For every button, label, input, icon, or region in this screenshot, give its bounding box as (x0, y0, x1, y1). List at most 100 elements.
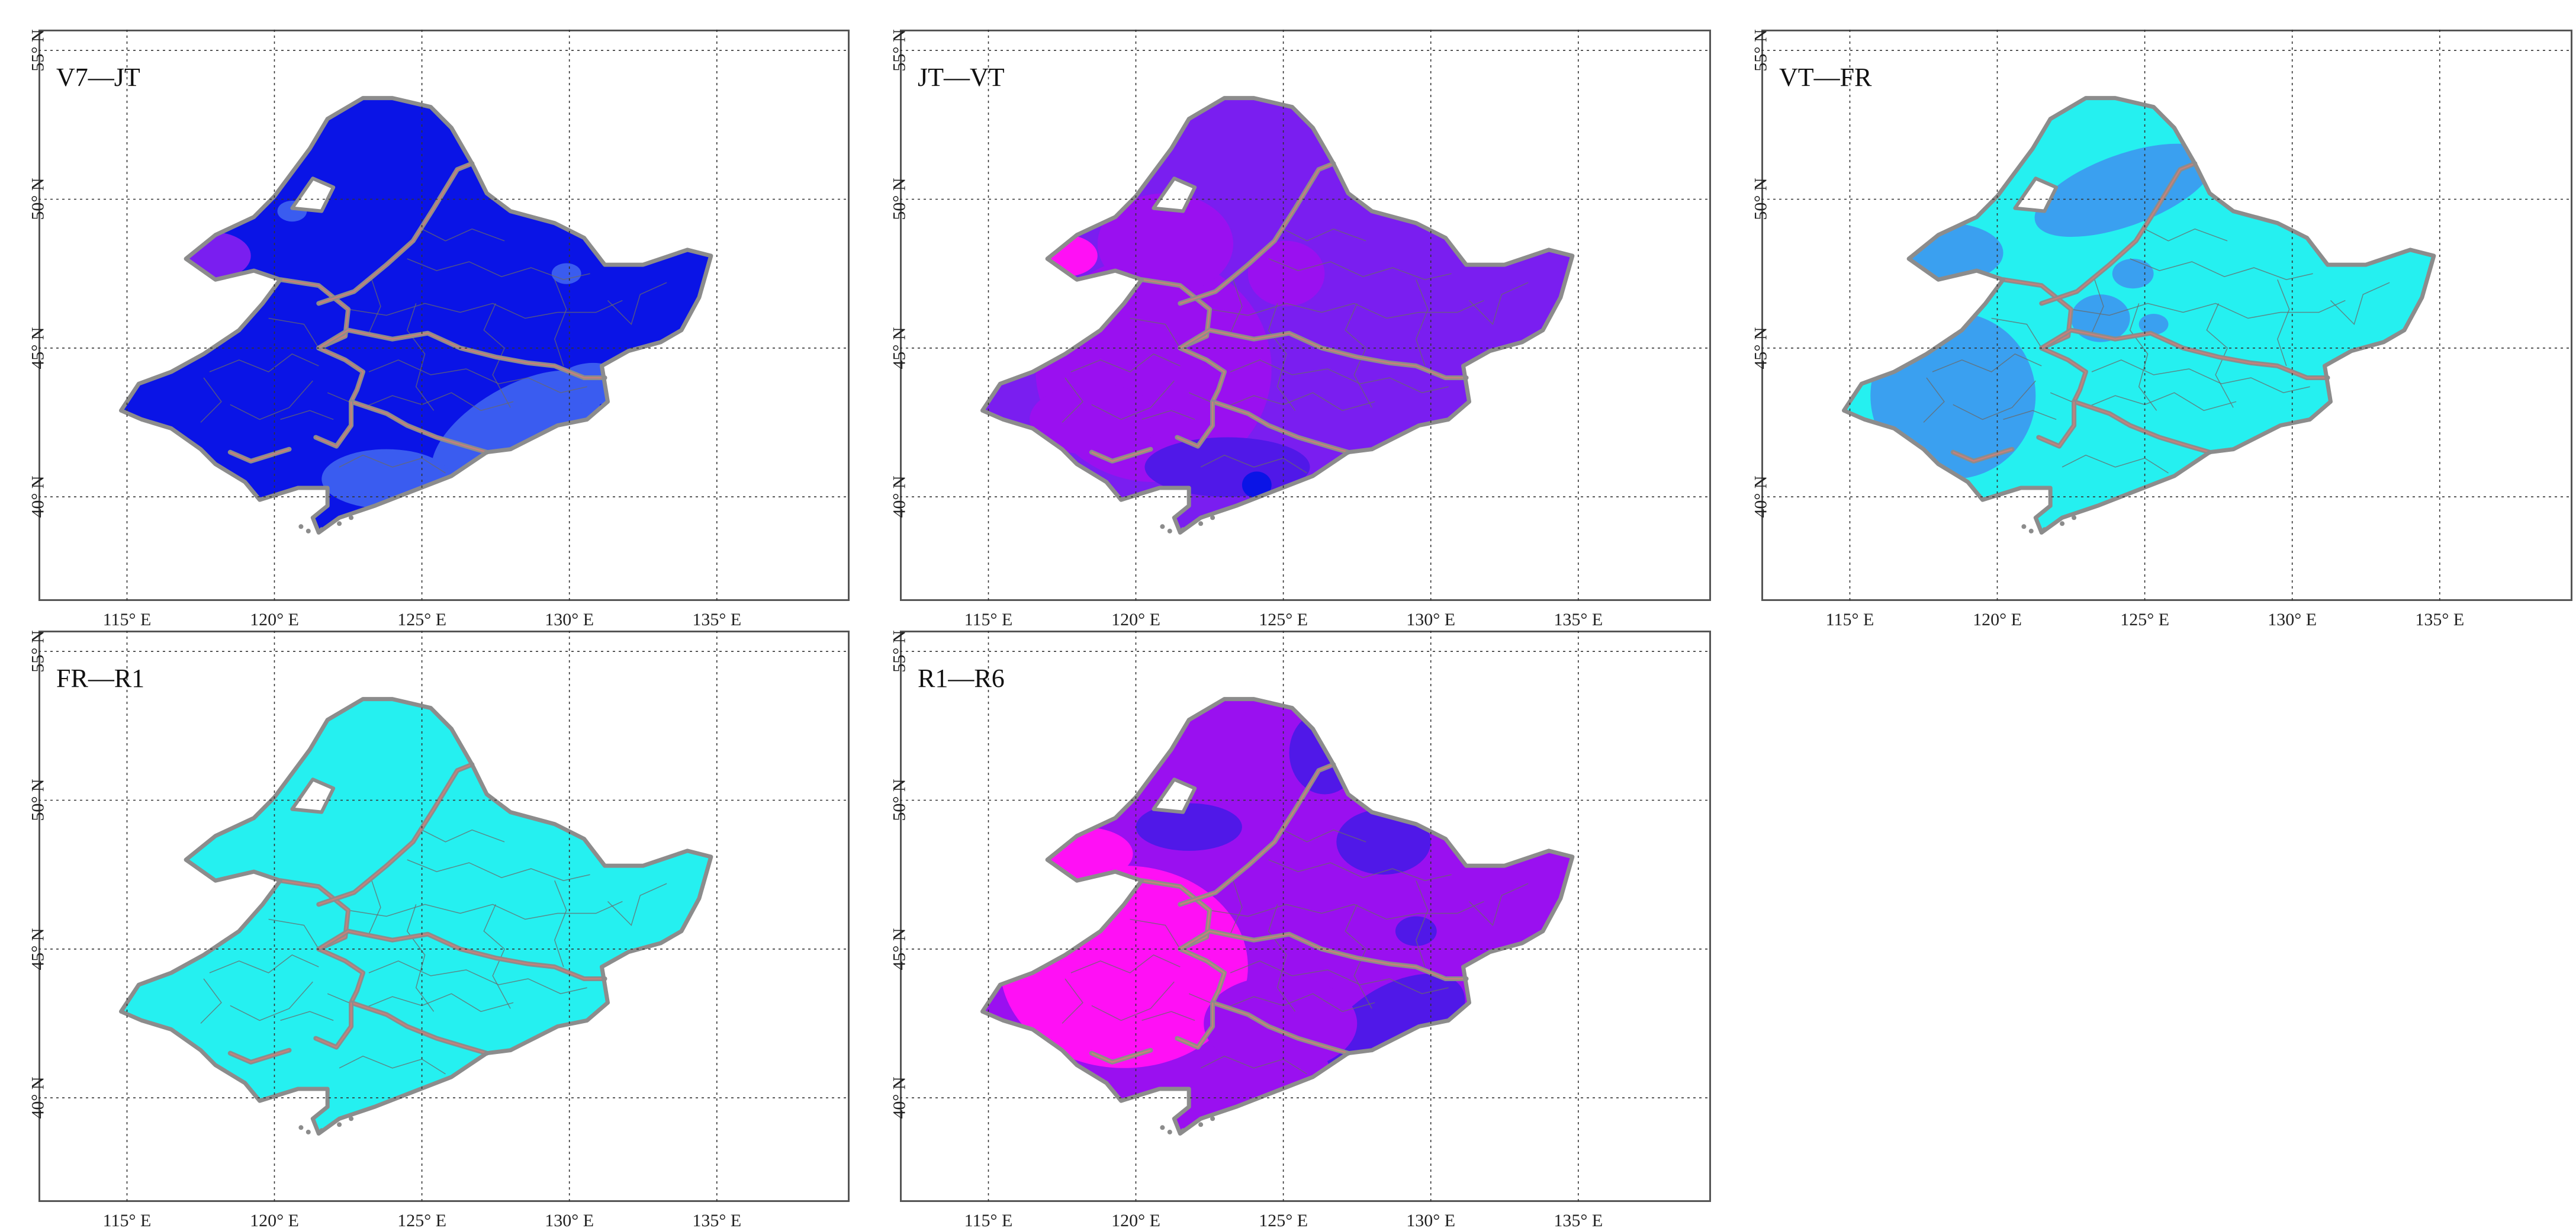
lon-tick-label: 130° E (545, 1211, 594, 1230)
county-boundary (339, 1055, 446, 1075)
map-panel: JT—VT 115° E 120° E 125° E 130° E 135° E 40° N… (890, 30, 1711, 629)
province-boundary-core (1091, 448, 1151, 462)
region-outline (119, 697, 713, 1136)
county-boundary (406, 303, 435, 411)
county-boundary (1091, 380, 1175, 420)
county-boundary (2130, 258, 2313, 280)
map-canvas (900, 30, 1711, 601)
province-boundary-core (1953, 448, 2012, 462)
county-boundary (1468, 282, 1529, 326)
county-boundary (1091, 981, 1175, 1021)
county-boundary (1268, 303, 1296, 411)
lat-tick-label: 55° N (889, 630, 909, 673)
county-boundary (209, 954, 319, 973)
province-boundary-core (2003, 278, 2072, 349)
region-outline (119, 96, 713, 535)
lon-tick-label: 125° E (397, 1211, 447, 1230)
graticule (1761, 30, 2572, 601)
lon-tick-label: 120° E (1111, 610, 1160, 629)
county-boundary (2070, 300, 2346, 319)
county-boundary (200, 978, 222, 1024)
lat-tick-label: 45° N (889, 327, 909, 369)
county-boundary (339, 454, 446, 474)
lon-tick-label: 120° E (250, 610, 299, 629)
county-boundary (1953, 380, 2036, 420)
county-boundary (1209, 901, 1484, 920)
county-boundary (422, 829, 505, 843)
province-boundary-core (2038, 401, 2075, 447)
county-boundary (1932, 353, 2042, 372)
island-marker (2060, 521, 2065, 526)
panel-title: V7—JT (56, 63, 140, 92)
lon-tick-label: 135° E (692, 1211, 742, 1230)
value-patch (2034, 143, 2214, 237)
county-boundary (1283, 829, 1366, 843)
map-canvas (38, 631, 850, 1202)
county-boundary (607, 282, 667, 326)
county-boundary (1268, 258, 1452, 280)
province-boundary-core (1091, 1049, 1151, 1063)
island-marker (1210, 515, 1215, 520)
province-boundary-core (1179, 948, 1226, 1003)
county-boundary (554, 880, 567, 968)
county-boundary (407, 859, 590, 881)
island-marker (305, 1129, 311, 1134)
lon-tick-label: 130° E (2268, 610, 2317, 629)
lat-tick-label: 50° N (28, 178, 48, 221)
county-boundary (1230, 880, 1243, 935)
lon-tick-label: 125° E (1259, 610, 1308, 629)
province-boundary-core (2041, 347, 2087, 402)
lat-tick-label: 40° N (28, 475, 48, 518)
lon-tick-label: 130° E (1406, 1211, 1456, 1230)
county-boundary (2330, 282, 2390, 326)
lat-tick-label: 50° N (1751, 178, 1771, 221)
county-boundary (1468, 883, 1529, 927)
province-boundaries (1089, 161, 1469, 464)
county-boundary (607, 883, 667, 927)
county-boundary (1141, 1011, 1195, 1021)
county-boundary (280, 1011, 334, 1021)
excluded-area (290, 777, 336, 814)
lon-tick-label: 115° E (964, 1211, 1013, 1230)
province-boundary-core (318, 347, 364, 402)
lat-tick-label: 45° N (28, 327, 48, 369)
value-patch (1336, 809, 1431, 875)
map-panel: V7—JT 115° E 120° E 125° E 130° E 135° E 40° N… (28, 30, 850, 629)
county-boundary (368, 880, 381, 935)
lon-tick-label: 135° E (2415, 610, 2465, 629)
province-boundary-core (2041, 163, 2195, 304)
panel-title: R1—R6 (918, 664, 1005, 693)
county-boundary (1345, 303, 1372, 408)
graticule (900, 631, 1711, 1202)
county-boundary (1230, 359, 1449, 393)
county-boundary (230, 380, 313, 420)
county-boundary (1991, 317, 2042, 349)
graticule (38, 631, 850, 1202)
map-canvas (1761, 30, 2572, 601)
province-boundary-core (315, 1002, 352, 1048)
lat-tick-label: 45° N (28, 928, 48, 970)
county-boundary (1345, 904, 1372, 1009)
province-boundary-core (1179, 930, 1467, 980)
lon-tick-label: 115° E (102, 610, 152, 629)
island-marker (1210, 1116, 1215, 1121)
island-marker (2042, 527, 2047, 532)
panel-title: JT—VT (918, 63, 1005, 92)
county-boundary (483, 303, 511, 408)
county-boundary (1268, 904, 1296, 1012)
value-patch (1395, 916, 1437, 946)
value-patch (1136, 803, 1242, 851)
lon-tick-label: 125° E (2120, 610, 2170, 629)
excluded-area (1152, 176, 1197, 213)
panel-title: VT—FR (1779, 63, 1872, 92)
island-marker (1160, 1125, 1165, 1130)
county-boundaries (200, 228, 667, 474)
province-boundary-core (1141, 879, 1211, 950)
county-boundary (1200, 1055, 1307, 1075)
excluded-area (2013, 176, 2059, 213)
province-boundary-core (318, 948, 364, 1003)
county-boundary (280, 410, 334, 420)
province-boundary-core (318, 163, 472, 304)
map-canvas (38, 30, 850, 601)
island-marker (1167, 528, 1172, 533)
